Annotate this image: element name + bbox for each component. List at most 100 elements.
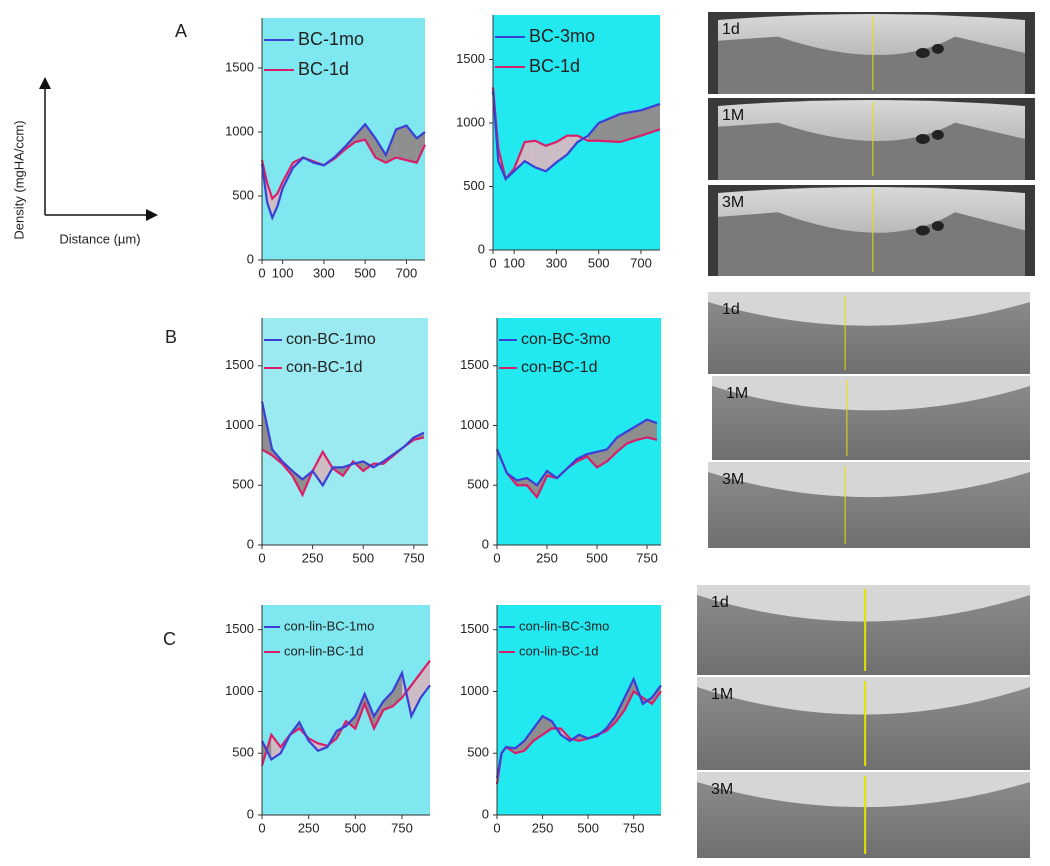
difference-area [396, 125, 407, 161]
series-line [260, 122, 426, 221]
ct-specimen [697, 595, 1030, 675]
ct-specimen-dark [718, 122, 1025, 180]
legend-label: con-BC-1d [286, 359, 362, 376]
x-tick-label: 300 [546, 255, 568, 270]
series-line [260, 401, 425, 488]
series-line [495, 676, 662, 779]
difference-area [640, 103, 660, 136]
y-tick-label: 1500 [460, 621, 489, 636]
x-tick-label: 250 [298, 820, 320, 835]
x-tick-label: 700 [630, 255, 652, 270]
difference-area [267, 183, 273, 218]
ct-specimen [697, 782, 1030, 858]
y-tick-label: 1000 [225, 683, 254, 698]
x-tick-label: 300 [313, 265, 335, 280]
x-tick-label: 0 [489, 255, 496, 270]
y-tick-label: 0 [482, 536, 489, 551]
key-x-label: Distance (µm) [59, 231, 140, 246]
x-tick-label: 500 [588, 255, 610, 270]
panel-label: B [165, 327, 177, 347]
difference-area [524, 728, 534, 751]
x-tick-label: 700 [396, 265, 418, 280]
series-line [495, 689, 662, 785]
x-tick-label: 0 [258, 820, 265, 835]
plot-background [497, 605, 661, 815]
y-tick-label: 1000 [460, 417, 489, 432]
image-label: 1M [726, 385, 748, 402]
difference-area [365, 124, 376, 158]
y-tick-label: 1500 [456, 51, 485, 66]
difference-area [627, 425, 637, 444]
y-tick-label: 0 [247, 251, 254, 266]
x-tick-label: 250 [532, 820, 554, 835]
legend-label: con-lin-BC-1d [519, 643, 598, 658]
y-tick-label: 1500 [225, 621, 254, 636]
legend-label: con-BC-3mo [521, 331, 611, 348]
x-tick-label: 100 [272, 265, 294, 280]
x-tick-label: 250 [536, 550, 558, 565]
x-tick-label: 0 [258, 265, 265, 280]
difference-area [535, 140, 546, 172]
image-label: 3M [711, 781, 733, 798]
ct-specimen [708, 302, 1030, 374]
x-tick-label: 750 [391, 820, 413, 835]
ct-specimen-dark [718, 36, 1025, 94]
x-tick-label: 500 [586, 550, 608, 565]
legend-label: con-BC-1mo [286, 331, 376, 348]
y-tick-label: 1000 [225, 417, 254, 432]
y-tick-label: 0 [482, 806, 489, 821]
ct-void [915, 48, 930, 58]
legend-label: BC-1mo [298, 29, 364, 49]
difference-area [517, 478, 527, 486]
ct-specimen [708, 472, 1030, 548]
x-tick-label: 750 [403, 550, 425, 565]
difference-area [322, 451, 333, 486]
difference-area [607, 437, 617, 462]
panel-label: A [175, 21, 187, 41]
x-tick-label: 750 [623, 820, 645, 835]
difference-area [533, 716, 543, 741]
ct-void [915, 134, 930, 144]
ct-specimen-dark [718, 212, 1025, 276]
x-tick-label: 750 [636, 550, 658, 565]
difference-area [524, 140, 536, 168]
legend-label: BC-3mo [529, 26, 595, 46]
legend-label: con-lin-BC-1d [284, 643, 363, 658]
y-tick-label: 500 [232, 477, 254, 492]
difference-area [272, 193, 278, 218]
difference-area [597, 449, 607, 468]
difference-area [271, 734, 281, 760]
key-y-label: Density (mgHA/ccm) [11, 120, 26, 239]
y-tick-label: 1000 [456, 114, 485, 129]
series-line [495, 418, 658, 487]
y-tick-label: 1500 [460, 357, 489, 372]
series-line [261, 669, 431, 762]
difference-area [392, 672, 402, 707]
image-label: 1M [722, 107, 744, 124]
y-tick-label: 500 [467, 477, 489, 492]
difference-area [619, 110, 641, 143]
ct-void [915, 225, 930, 236]
y-tick-label: 500 [467, 745, 489, 760]
x-tick-label: 500 [354, 265, 376, 280]
difference-area [416, 131, 425, 163]
image-label: 1d [722, 21, 740, 38]
difference-area [312, 451, 323, 486]
plot-background [262, 318, 428, 545]
ct-specimen [697, 687, 1030, 770]
y-tick-label: 500 [232, 187, 254, 202]
difference-area [527, 478, 537, 498]
y-tick-label: 500 [232, 745, 254, 760]
y-tick-label: 0 [247, 806, 254, 821]
ct-void [931, 43, 944, 54]
ct-specimen [712, 386, 1030, 460]
legend-label: BC-1d [298, 59, 349, 79]
x-tick-label: 250 [302, 550, 324, 565]
y-tick-label: 1500 [225, 357, 254, 372]
series-line [491, 91, 661, 181]
legend-label: BC-1d [529, 56, 580, 76]
x-tick-label: 0 [493, 820, 500, 835]
x-tick-label: 500 [344, 820, 366, 835]
x-tick-label: 500 [352, 550, 374, 565]
